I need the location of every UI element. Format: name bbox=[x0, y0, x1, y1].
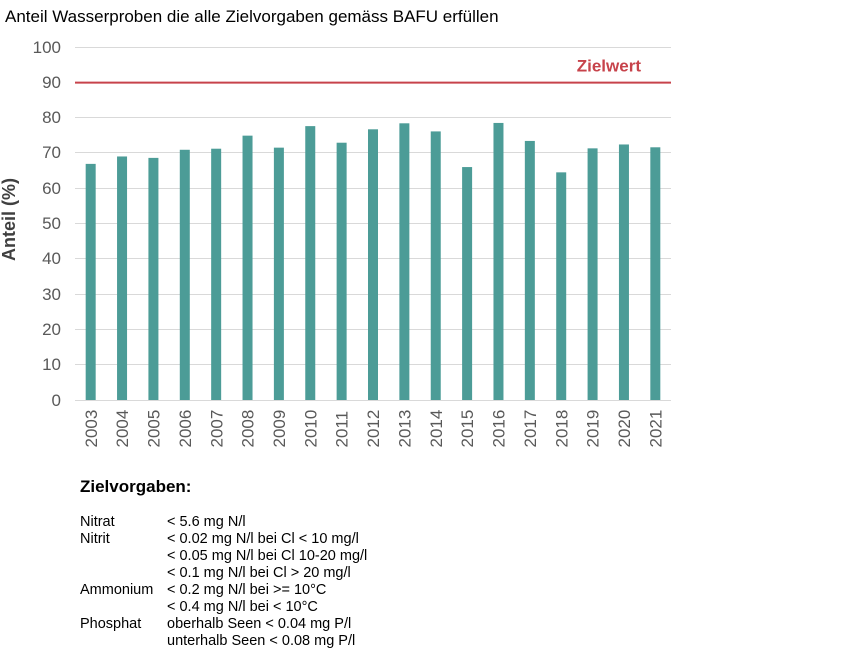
svg-text:Anteil (%): Anteil (%) bbox=[0, 178, 19, 261]
svg-text:< 5.6 mg N/l: < 5.6 mg N/l bbox=[167, 514, 246, 530]
svg-text:Ammonium: Ammonium bbox=[80, 582, 153, 598]
svg-text:100: 100 bbox=[33, 38, 61, 57]
svg-text:2017: 2017 bbox=[521, 410, 540, 448]
svg-text:Nitrat: Nitrat bbox=[80, 514, 115, 530]
svg-text:2008: 2008 bbox=[239, 410, 258, 448]
svg-text:60: 60 bbox=[42, 179, 61, 198]
svg-text:2015: 2015 bbox=[458, 410, 477, 448]
svg-text:20: 20 bbox=[42, 320, 61, 339]
svg-text:oberhalb Seen < 0.04 mg P/l: oberhalb Seen < 0.04 mg P/l bbox=[167, 616, 351, 632]
svg-text:2004: 2004 bbox=[113, 410, 132, 448]
svg-text:2013: 2013 bbox=[395, 410, 414, 448]
svg-text:Zielvorgaben:: Zielvorgaben: bbox=[80, 477, 191, 496]
svg-text:Anteil Wasserproben die alle Z: Anteil Wasserproben die alle Zielvorgabe… bbox=[5, 7, 499, 26]
svg-text:2018: 2018 bbox=[552, 410, 571, 448]
svg-text:2006: 2006 bbox=[176, 410, 195, 448]
svg-text:2005: 2005 bbox=[145, 410, 164, 448]
svg-text:0: 0 bbox=[52, 391, 61, 410]
svg-text:< 0.02 mg N/l bei Cl < 10 mg/l: < 0.02 mg N/l bei Cl < 10 mg/l bbox=[167, 531, 359, 547]
svg-text:2014: 2014 bbox=[427, 410, 446, 448]
svg-text:Zielwert: Zielwert bbox=[577, 57, 642, 76]
svg-text:30: 30 bbox=[42, 285, 61, 304]
svg-text:2011: 2011 bbox=[333, 411, 352, 448]
svg-text:Phosphat: Phosphat bbox=[80, 616, 141, 632]
svg-text:2007: 2007 bbox=[207, 410, 226, 448]
svg-text:< 0.2 mg N/l bei >= 10°C: < 0.2 mg N/l bei >= 10°C bbox=[167, 582, 326, 598]
svg-text:50: 50 bbox=[42, 214, 61, 233]
svg-text:40: 40 bbox=[42, 249, 61, 268]
svg-text:< 0.4 mg N/l bei < 10°C: < 0.4 mg N/l bei < 10°C bbox=[167, 599, 318, 615]
svg-text:2009: 2009 bbox=[270, 410, 289, 448]
svg-text:Nitrit: Nitrit bbox=[80, 531, 110, 547]
svg-text:2003: 2003 bbox=[82, 410, 101, 448]
svg-text:2019: 2019 bbox=[584, 410, 603, 448]
svg-text:2020: 2020 bbox=[615, 410, 634, 448]
svg-text:< 0.05 mg N/l bei Cl 10-20 mg/: < 0.05 mg N/l bei Cl 10-20 mg/l bbox=[167, 548, 367, 564]
svg-text:70: 70 bbox=[42, 143, 61, 162]
svg-text:2012: 2012 bbox=[364, 410, 383, 448]
svg-text:< 0.1 mg N/l bei Cl > 20 mg/l: < 0.1 mg N/l bei Cl > 20 mg/l bbox=[167, 565, 351, 581]
svg-text:2010: 2010 bbox=[301, 410, 320, 448]
svg-text:unterhalb Seen < 0.08 mg P/l: unterhalb Seen < 0.08 mg P/l bbox=[167, 633, 355, 649]
svg-text:10: 10 bbox=[42, 355, 61, 374]
svg-text:2021: 2021 bbox=[646, 410, 665, 448]
svg-text:80: 80 bbox=[42, 108, 61, 127]
svg-text:2016: 2016 bbox=[490, 410, 509, 448]
svg-text:90: 90 bbox=[42, 73, 61, 92]
